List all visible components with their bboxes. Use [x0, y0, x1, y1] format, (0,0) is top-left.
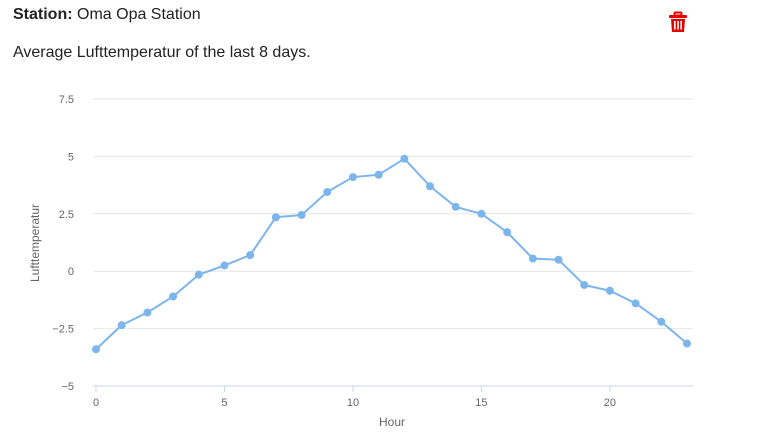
y-tick-label: 0 — [68, 266, 74, 278]
data-point[interactable] — [220, 261, 228, 269]
series — [92, 155, 691, 354]
data-point[interactable] — [452, 203, 460, 211]
data-point[interactable] — [246, 251, 254, 259]
data-point[interactable] — [92, 345, 100, 353]
station-label: Station: — [13, 6, 73, 23]
data-point[interactable] — [683, 340, 691, 348]
data-point[interactable] — [555, 256, 563, 264]
data-point[interactable] — [580, 281, 588, 289]
y-axis-labels: −5 −2.5 0 2.5 5 7.5 — [52, 94, 74, 393]
data-point[interactable] — [606, 287, 614, 295]
x-axis-labels: 0 5 10 15 20 — [93, 397, 616, 409]
x-tick-label: 15 — [475, 397, 487, 409]
data-point[interactable] — [503, 228, 511, 236]
data-point[interactable] — [400, 155, 408, 163]
x-axis-title: Hour — [379, 415, 405, 429]
trash-icon — [668, 11, 688, 33]
chart-description: Average Lufttemperatur of the last 8 day… — [13, 43, 311, 63]
station-header: Station: Oma Opa Station — [13, 5, 201, 25]
gridlines — [93, 99, 693, 329]
data-point[interactable] — [323, 188, 331, 196]
x-tick-label: 10 — [347, 397, 359, 409]
y-axis-title: Lufttemperatur — [28, 204, 42, 282]
data-point[interactable] — [272, 213, 280, 221]
station-name: Oma Opa Station — [77, 6, 201, 23]
y-tick-label: −2.5 — [52, 324, 74, 336]
y-tick-label: 7.5 — [59, 94, 74, 106]
line-chart: −5 −2.5 0 2.5 5 7.5 0 5 10 15 20 Hour Lufttempera… — [0, 80, 760, 441]
data-point[interactable] — [477, 210, 485, 218]
temperature-chart: −5 −2.5 0 2.5 5 7.5 0 5 10 15 20 Hour Lufttempera… — [0, 80, 760, 441]
x-axis — [93, 386, 693, 392]
x-tick-label: 20 — [604, 397, 616, 409]
data-point[interactable] — [118, 321, 126, 329]
data-point[interactable] — [426, 182, 434, 190]
data-point[interactable] — [529, 255, 537, 263]
data-point[interactable] — [195, 271, 203, 279]
data-point[interactable] — [143, 309, 151, 317]
data-point[interactable] — [632, 299, 640, 307]
data-point[interactable] — [298, 211, 306, 219]
delete-station-button[interactable] — [668, 11, 688, 33]
data-point[interactable] — [375, 171, 383, 179]
data-point[interactable] — [349, 173, 357, 181]
data-point[interactable] — [657, 318, 665, 326]
data-point[interactable] — [169, 292, 177, 300]
y-tick-label: 2.5 — [59, 209, 74, 221]
x-tick-label: 5 — [221, 397, 227, 409]
series-line — [96, 159, 687, 350]
y-tick-label: 5 — [68, 151, 74, 163]
x-tick-label: 0 — [93, 397, 99, 409]
y-tick-label: −5 — [61, 381, 74, 393]
